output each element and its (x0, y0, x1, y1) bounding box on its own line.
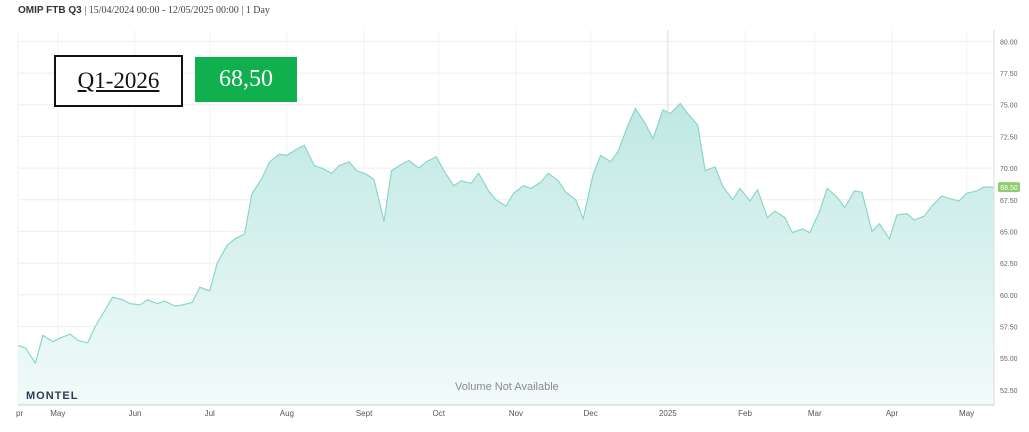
x-tick-label: May (959, 409, 974, 418)
x-tick-label: Aug (280, 409, 294, 418)
x-tick-label: Jul (205, 409, 215, 418)
y-tick-label: 57.50 (1000, 324, 1018, 331)
price-line (17, 102, 994, 365)
y-tick-label: 55.00 (1000, 356, 1018, 363)
instrument-ticker: OMIP FTB Q3 (18, 5, 82, 16)
x-tick-label: 2025 (659, 409, 677, 418)
y-tick-label: 75.00 (1000, 103, 1018, 110)
x-tick-label: Mar (808, 409, 822, 418)
price-area (17, 102, 994, 405)
x-tick-label: May (50, 409, 65, 418)
y-tick-label: 65.00 (1000, 229, 1018, 236)
x-tick-label: Sept (356, 409, 373, 418)
price-area-fill (18, 103, 994, 405)
x-axis: pr May Jun Jul Aug Sept Oct Nov Dec 2025 Feb Mar Apr… (16, 404, 994, 418)
y-axis: 80.00 77.50 75.00 72.50 70.00 67.50 65.00 62.50… (993, 30, 1020, 405)
volume-note: Volume Not Available (455, 381, 559, 393)
x-tick-label: Jun (129, 409, 142, 418)
chart-header: OMIP FTB Q3 | 15/04/2024 00:00 - 12/05/2… (18, 5, 270, 16)
y-tick-label: 67.50 (1000, 198, 1018, 205)
x-tick-label: Apr (886, 409, 899, 418)
y-tick-label: 80.00 (1000, 39, 1018, 46)
y-tick-label: 72.50 (1000, 134, 1018, 141)
x-tick-label: Nov (509, 409, 523, 418)
contract-label: Q1-2026 (54, 55, 183, 107)
y-tick-label: 70.00 (1000, 166, 1018, 173)
date-range: | 15/04/2024 00:00 - 12/05/2025 00:00 | … (81, 5, 270, 16)
y-tick-label: 52.50 (1000, 388, 1018, 395)
y-tick-label: 60.00 (1000, 293, 1018, 300)
montel-logo: MONTEL (26, 390, 79, 402)
x-tick-label: Feb (738, 409, 752, 418)
price-badge: 68,50 (195, 57, 297, 102)
y-tick-label: 77.50 (1000, 71, 1018, 78)
last-price-marker (998, 182, 1020, 193)
x-tick-label: Dec (584, 409, 598, 418)
last-price-label: 68.50 (1000, 185, 1018, 192)
y-tick-label: 62.50 (1000, 261, 1018, 268)
x-tick-label: pr (16, 409, 23, 418)
x-tick-label: Oct (433, 409, 446, 418)
